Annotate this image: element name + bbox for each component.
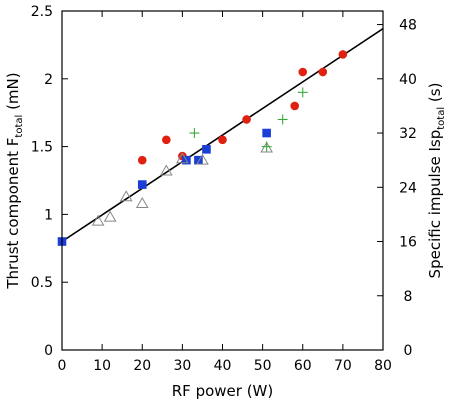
y2-tick-label: 8 [404, 289, 413, 305]
plot-frame [61, 10, 384, 351]
triangle-point [260, 141, 274, 153]
square-point [262, 128, 271, 138]
plot-marks [57, 27, 384, 246]
y-axis-title-sub: total [14, 115, 25, 138]
y-tick-label: 0 [44, 343, 53, 359]
y2-tick-label: 32 [399, 126, 417, 142]
x-tick-label: 0 [58, 358, 67, 374]
y2-tick-label: 48 [399, 18, 417, 34]
circle-point [318, 67, 328, 77]
x-tick-label: 80 [374, 358, 392, 374]
y-axis-title: Thrust component Ftotal (mN) [4, 72, 25, 289]
plus-point [297, 87, 308, 98]
y-tick-label: 2 [44, 72, 53, 88]
y-tick-label: 1.5 [31, 140, 53, 156]
triangle-point [159, 164, 173, 176]
plus-point [277, 114, 288, 125]
triangle-point [135, 197, 149, 209]
square-point [137, 180, 147, 189]
triangle-point [103, 210, 117, 222]
fit-line [61, 27, 384, 243]
y-tick-label: 2.5 [31, 4, 53, 20]
x-tick-label: 70 [334, 358, 352, 374]
x-tick-label: 40 [214, 358, 232, 374]
y-axis-title-unit: (mN) [4, 72, 22, 114]
x-axis-title: RF power (W) [172, 382, 273, 400]
circle-point [137, 155, 147, 165]
triangle-point [176, 152, 189, 164]
y2-axis-title-unit: (s) [426, 83, 444, 107]
y2-tick-label: 40 [399, 72, 417, 88]
y2-axis-title: Specific impulse Isptotal (s) [426, 83, 447, 279]
square-point [202, 145, 211, 154]
circle-point [162, 135, 171, 145]
y-axis-title-main: Thrust component F [4, 138, 22, 290]
axis-ticks: 0 10 20 30 40 50 60 70 80 0 0.5 1 1.5 2 2.5 0 8 16 24 32 40 4… [31, 4, 417, 374]
square-point [194, 155, 203, 165]
circle-point [218, 135, 227, 145]
circle-point [290, 101, 300, 111]
x-tick-label: 60 [294, 358, 312, 374]
y-tick-label: 0.5 [31, 275, 53, 291]
triangle-point [91, 214, 105, 226]
plus-point [261, 141, 272, 152]
triangle-point [119, 190, 133, 202]
circle-point [242, 115, 251, 124]
y2-tick-label: 24 [399, 180, 417, 196]
y2-tick-label: 0 [404, 343, 413, 359]
x-tick-label: 20 [133, 358, 151, 374]
y2-axis-title-main: Specific impulse Isp [426, 130, 444, 279]
y2-tick-label: 16 [399, 235, 417, 251]
circle-point [338, 50, 348, 59]
x-tick-label: 50 [254, 358, 272, 374]
x-tick-label: 30 [173, 358, 191, 374]
y2-axis-title-sub: total [436, 107, 447, 130]
y-tick-label: 1 [44, 207, 53, 223]
triangle-point [196, 153, 209, 165]
circle-point [298, 67, 308, 77]
x-tick-label: 10 [93, 358, 111, 374]
plus-point [189, 128, 200, 139]
